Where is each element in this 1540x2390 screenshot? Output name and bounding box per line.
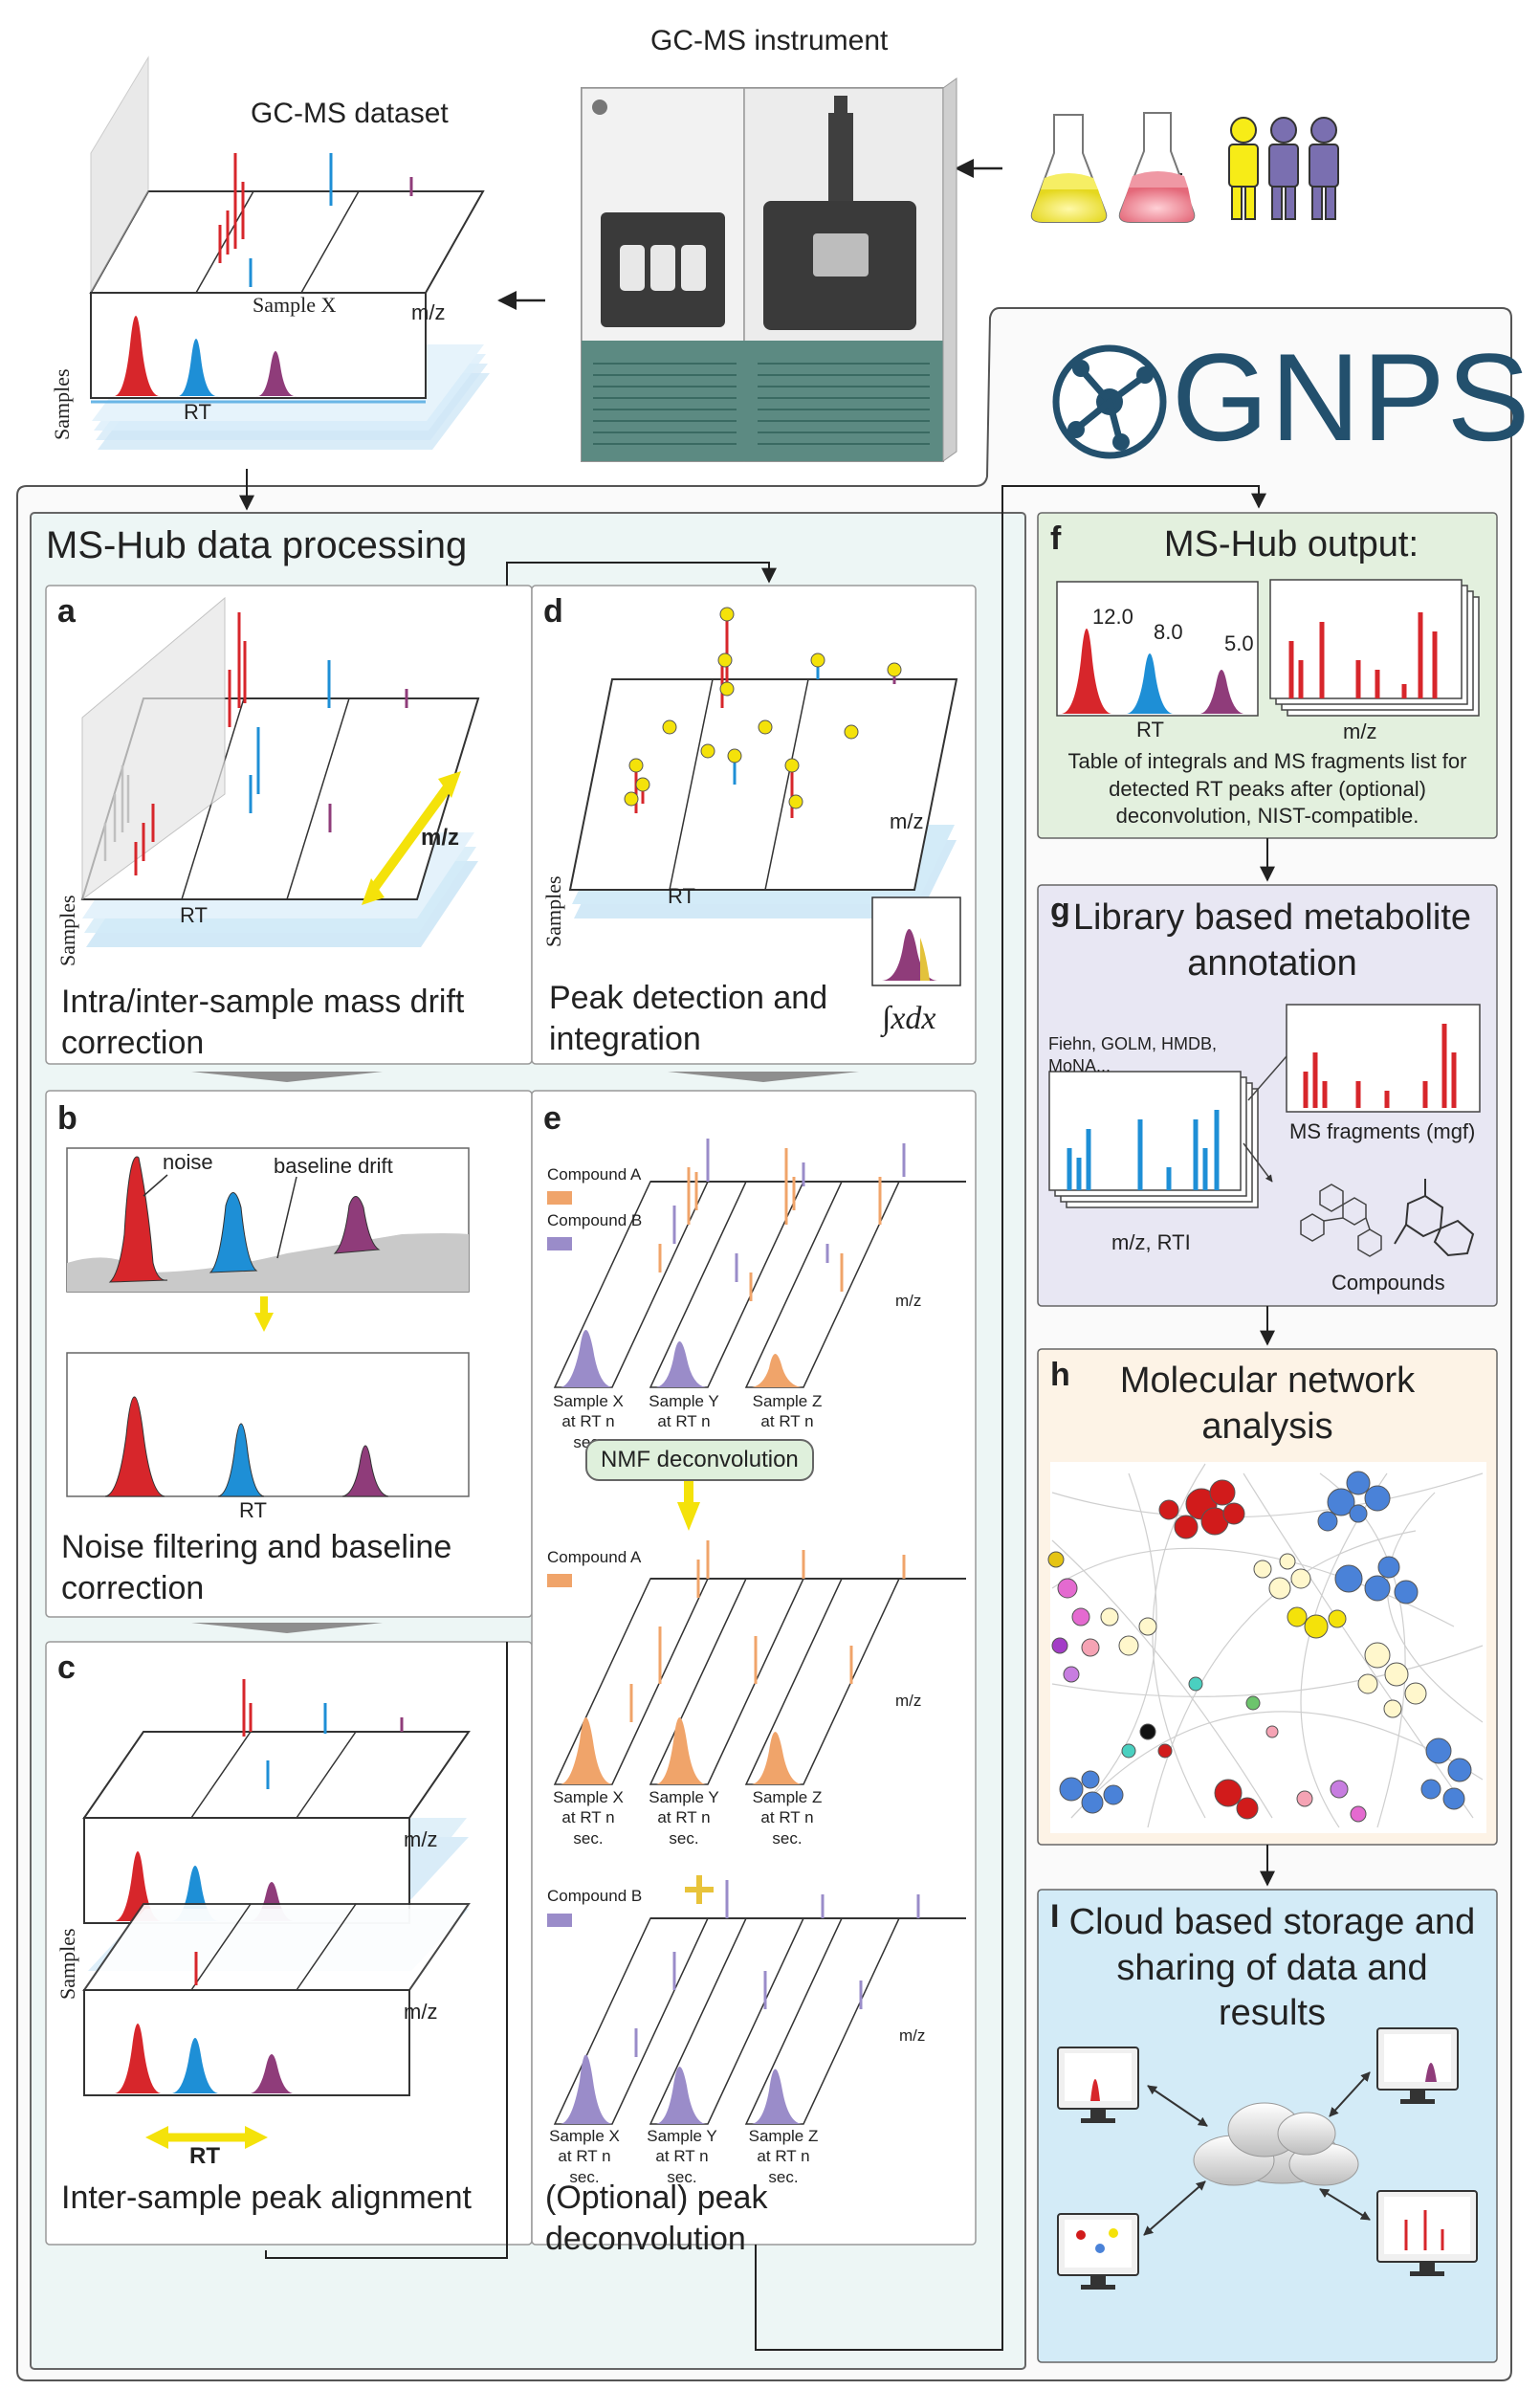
panel-i-title: Cloud based storage and sharing of data … xyxy=(1068,1902,1476,2033)
monitor-icon xyxy=(1376,2027,1459,2104)
panel-c-samples: Samples xyxy=(55,1928,79,2000)
panel-b-noise: noise xyxy=(163,1150,213,1174)
flask-yellow xyxy=(1030,114,1108,223)
peak-value-3: 5.0 xyxy=(1224,631,1254,655)
panel-e-letter: e xyxy=(543,1100,561,1137)
panel-e-mz-2: m/z xyxy=(895,1692,922,1710)
panel-c-rt: RT xyxy=(189,2143,220,2169)
panel-b-letter: b xyxy=(57,1100,77,1137)
panel-c-mz2: m/z xyxy=(404,2000,438,2024)
panel-a-graphic xyxy=(80,596,480,947)
panel-b-caption: Noise filtering and baseline correction xyxy=(61,1529,452,1606)
panel-d-samples: Samples xyxy=(541,875,565,947)
panel-c-caption: Inter-sample peak alignment xyxy=(61,2180,473,2216)
panel-d-graphic xyxy=(568,607,961,986)
panel-g-libraries: Fiehn, GOLM, HMDB, MoNA... xyxy=(1048,1034,1218,1076)
monitor-icon xyxy=(1057,2213,1139,2290)
samples-label: Samples xyxy=(50,368,74,440)
panel-h-letter: h xyxy=(1050,1357,1070,1393)
mz-label: m/z xyxy=(411,300,446,324)
panel-b-rt: RT xyxy=(239,1498,267,1522)
panel-e-compound-b-2: Compound B xyxy=(547,1887,643,1905)
panel-g-letter: g xyxy=(1050,892,1070,928)
panel-a-mz: m/z xyxy=(421,825,460,851)
dataset-title: GC-MS dataset xyxy=(251,98,449,129)
people-icon xyxy=(1228,117,1339,220)
monitor-icon xyxy=(1376,2190,1478,2276)
panel-d-rt: RT xyxy=(668,884,695,908)
panel-d-integral: ∫xdx xyxy=(882,1001,936,1036)
panel-e-graphic xyxy=(547,1139,966,2125)
panel-c-graphic xyxy=(82,1679,471,2149)
peak-value-2: 8.0 xyxy=(1154,620,1183,644)
panel-d-mz: m/z xyxy=(890,809,924,833)
flask-red xyxy=(1118,112,1196,223)
panel-f-graphic xyxy=(1056,579,1480,717)
panel-c-letter: c xyxy=(57,1649,76,1686)
panel-a-samples: Samples xyxy=(55,895,79,966)
panel-g-mzrti: m/z, RTI xyxy=(1111,1230,1191,1254)
panel-a-rt: RT xyxy=(180,903,208,927)
panel-i-letter: I xyxy=(1050,1898,1060,1935)
gcms-instrument xyxy=(581,77,957,462)
panel-f-rt: RT xyxy=(1136,718,1164,741)
panel-g-fragments: MS fragments (mgf) xyxy=(1289,1119,1476,1143)
peak-value-1: 12.0 xyxy=(1092,605,1133,629)
gnps-logo-text: GNPS xyxy=(1172,327,1532,467)
panel-e-compound-b: Compound B xyxy=(547,1211,643,1229)
panel-c-mz1: m/z xyxy=(404,1827,438,1851)
panel-h-network xyxy=(1047,1462,1486,1833)
panel-e-mz-3: m/z xyxy=(899,2026,926,2045)
panel-e-mz-1: m/z xyxy=(895,1292,922,1310)
rt-label: RT xyxy=(184,400,211,424)
panel-e-caption: (Optional) peak deconvolution xyxy=(545,2180,768,2257)
panel-g-compounds: Compounds xyxy=(1331,1271,1445,1295)
panel-i-graphic xyxy=(1057,2027,1478,2290)
compound-structure-1 xyxy=(1300,1184,1382,1257)
panel-d-caption: Peak detection and integration xyxy=(549,980,828,1057)
panel-d-letter: d xyxy=(543,593,563,630)
panel-g-title: Library based metabolite annotation xyxy=(1072,897,1472,984)
panel-g-graphic xyxy=(1048,1004,1481,1257)
mshub-title: MS-Hub data processing xyxy=(46,524,468,566)
panel-f-title: MS-Hub output: xyxy=(1163,524,1419,564)
panel-h-title: Molecular network analysis xyxy=(1119,1361,1416,1447)
nmf-deconvolution-badge: NMF deconvolution xyxy=(585,1439,814,1481)
sample-x-label: Sample X xyxy=(253,293,337,317)
panel-a-letter: a xyxy=(57,593,76,630)
gnps-logo-icon xyxy=(1052,344,1167,459)
panel-b-baseline: baseline drift xyxy=(274,1154,393,1178)
gcms-dataset-graphic xyxy=(89,55,490,450)
panel-f-letter: f xyxy=(1050,520,1062,557)
monitor-icon xyxy=(1057,2047,1139,2123)
panel-a-caption: Intra/inter-sample mass drift correction xyxy=(61,984,465,1061)
instrument-title: GC-MS instrument xyxy=(650,25,889,56)
cloud-icon xyxy=(1193,2102,1359,2186)
panel-e-compound-a: Compound A xyxy=(547,1165,642,1184)
panel-f-mz: m/z xyxy=(1343,719,1377,743)
panel-f-description: Table of integrals and MS fragments list… xyxy=(1067,749,1467,829)
panel-e-compound-a-2: Compound A xyxy=(547,1548,642,1566)
panel-b-graphic xyxy=(66,1147,470,1497)
compound-structure-2 xyxy=(1394,1179,1475,1257)
